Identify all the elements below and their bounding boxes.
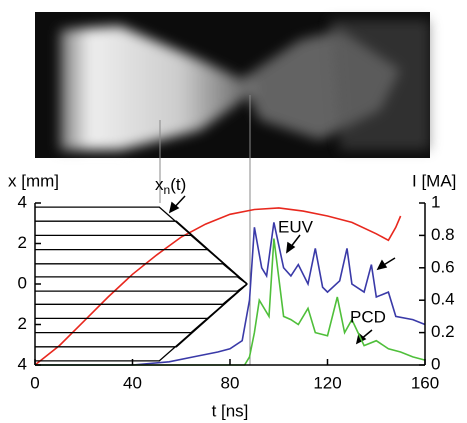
annotation: EUV	[278, 217, 314, 236]
series-line	[35, 283, 248, 362]
y2-tick-label: 0.6	[431, 257, 455, 276]
series-line	[35, 283, 248, 305]
series-line	[35, 276, 248, 285]
x-tick-label: 0	[30, 373, 39, 392]
trajectory-label-rest: (t)	[170, 175, 186, 194]
y2-tick-label: 1	[431, 192, 440, 211]
y2-tick-label: 0.8	[431, 225, 455, 244]
y2-tick-label: 0.4	[431, 290, 455, 309]
y2-tick-label: 0	[431, 354, 440, 373]
series-line	[35, 263, 248, 285]
series-line	[35, 238, 426, 366]
x-tick-label: 120	[313, 373, 341, 392]
y2-tick-label: 0.2	[431, 322, 455, 341]
y-tick-label: 0	[18, 273, 27, 292]
y-axis-title: x [mm]	[8, 171, 59, 190]
y-tick-label: 2	[18, 314, 27, 333]
series-line	[35, 220, 248, 285]
y-tick-label: 4	[18, 192, 27, 211]
trajectory-label-base: x	[155, 175, 164, 194]
streak-photo	[35, 12, 430, 365]
x-tick-label: 80	[221, 373, 240, 392]
x-tick-label: 40	[123, 373, 142, 392]
x-tick-label: 160	[411, 373, 439, 392]
series-line	[35, 283, 248, 292]
x-axis-title: t [ns]	[212, 401, 249, 420]
series-line	[35, 222, 426, 366]
series-line	[34, 207, 402, 366]
y-tick-label: 2	[18, 233, 27, 252]
trajectory-label: xn(t)	[155, 175, 186, 197]
series-line	[35, 206, 248, 285]
y2-axis-title: I [MA]	[412, 171, 456, 190]
trajectory-label-sub: n	[164, 183, 171, 197]
y-tick-label: 4	[18, 354, 27, 373]
series-line	[35, 283, 248, 320]
annotation: PCD	[350, 307, 386, 326]
